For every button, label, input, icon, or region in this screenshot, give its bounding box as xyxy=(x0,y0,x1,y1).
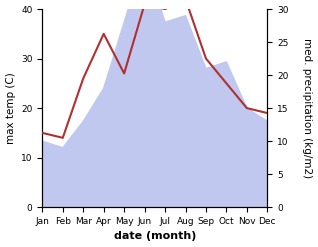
X-axis label: date (month): date (month) xyxy=(114,231,196,242)
Y-axis label: med. precipitation (kg/m2): med. precipitation (kg/m2) xyxy=(302,38,313,178)
Y-axis label: max temp (C): max temp (C) xyxy=(5,72,16,144)
